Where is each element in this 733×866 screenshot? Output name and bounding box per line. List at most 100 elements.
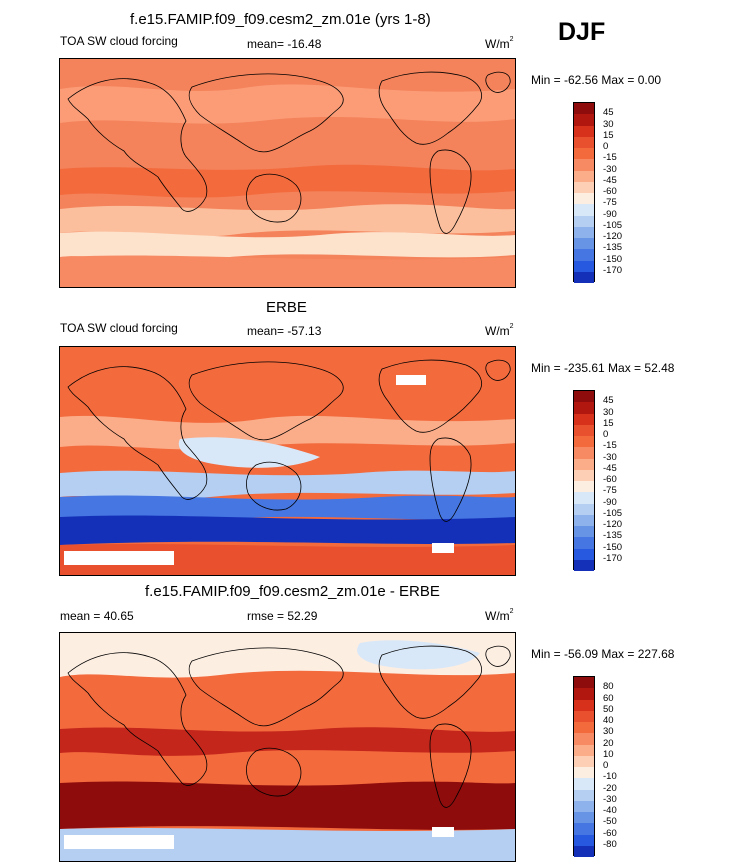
panel1-field-band-antarctic [60,255,515,287]
colorbar-panel3-swatch [574,710,594,722]
colorbar-panel2-tick-label: -170 [603,552,623,564]
colorbar-panel3-swatch [574,767,594,779]
colorbar-panel2-tick-label: -150 [603,541,623,553]
colorbar-panel3-tick-label: 80 [603,681,614,693]
colorbar-panel3-swatch [574,812,594,824]
colorbar-panel3-swatch [574,800,594,812]
colorbar-panel1-swatch [574,204,594,216]
colorbar-panel1-tick-label: 30 [603,118,614,130]
colorbar-panel2-swatch [574,492,594,504]
colorbar-panel1-tick-label: -30 [603,163,617,175]
panel3-coast-australia [246,747,302,797]
panel3-coast-europe-africa [67,652,208,786]
colorbar-panel2-swatch [574,559,594,571]
colorbar-panel1-tick-label: 45 [603,107,614,119]
colorbar-panel1-tick-label: -75 [603,197,617,209]
panel2-missing-data-1 [64,551,174,565]
panel3-minmax: Min = -56.09 Max = 227.68 [531,647,675,661]
colorbar-panel2-swatch [574,447,594,459]
panel2-variable-label: TOA SW cloud forcing [60,321,178,335]
colorbar-panel2-tick-label: -120 [603,519,623,530]
colorbar-panel1-tick-label: 0 [603,141,609,152]
colorbar-panel3-tick-label: -60 [603,827,617,839]
panel3-field-band-tropics [60,727,515,756]
panel3-coast-asia [188,647,344,727]
colorbar-panel1-swatch [574,148,594,160]
colorbar-panel1-swatch [574,249,594,261]
colorbar-panel3-swatch [574,688,594,700]
colorbar-panel2-swatches [573,390,595,571]
colorbar-panel1-swatch [574,114,594,126]
colorbar-panel2-swatch [574,391,594,403]
colorbar-panel3-tick-label: 40 [603,715,614,726]
panel1-coast-europe-africa [67,78,208,212]
colorbar-panel1-tick-label: -150 [603,253,623,265]
colorbar-panel2-tick-label: 0 [603,429,609,440]
colorbar-panel3-tick-label: 0 [603,760,609,771]
panel3-rmse-label: rmse = 52.29 [247,609,318,623]
colorbar-panel3-tick-label: 50 [603,703,614,715]
colorbar-panel2-tick-label: -15 [603,440,617,452]
colorbar-panel3-swatch [574,789,594,801]
panel2-map-svg [60,347,515,575]
colorbar-panel2-swatch [574,402,594,414]
colorbar-panel2-tick-label: -60 [603,474,617,485]
colorbar-panel2-swatch [574,514,594,526]
panel2-units: W/m2 [485,323,514,338]
colorbar-panel2-tick-label: 30 [603,406,614,418]
panel2-coastlines [67,359,511,522]
colorbar-panel1-tick-label: -170 [603,264,623,276]
panel3-field-band-southern-ocean [60,781,515,830]
colorbar-panel1-swatch [574,181,594,193]
colorbar-panel2-tick-label: -75 [603,485,617,497]
colorbar-panel1-swatch [574,215,594,227]
panel3-coast-south-america [429,723,472,808]
colorbar-panel3-swatch [574,744,594,756]
panel3-coastlines [67,645,511,808]
colorbar-panel3-swatch [574,834,594,846]
colorbar-panel1-swatch [574,136,594,148]
colorbar-panel2-swatch [574,469,594,481]
panel1-coast-north-america [378,71,482,145]
panel2-coast-greenland [485,359,511,381]
panel3-missing-data-1 [64,835,174,849]
panel2-field-band-midlat [60,470,515,499]
colorbar-panel1-tick-label: -60 [603,186,617,197]
colorbar-panel2-tick-label: -105 [603,507,623,519]
panel2-field-band-southern-ocean [60,515,515,545]
panel2-coast-asia [188,361,344,441]
colorbar-panel1-swatches [573,102,595,283]
colorbar-panel2-swatch [574,526,594,538]
colorbar-panel3-swatch [574,677,594,689]
panel1-coast-asia [188,73,344,153]
colorbar-panel3-tick-label: -50 [603,816,617,828]
panel1-field-band-southern-ocean [60,231,515,261]
colorbar-panel2-swatch [574,503,594,515]
colorbar-panel2-tick-label: -135 [603,530,623,542]
panel1-field-band-itcz [60,164,515,198]
colorbar-panel1-tick-label: -45 [603,174,617,186]
colorbar-panel3-swatch [574,722,594,734]
panel2-mean-label: mean= -57.13 [247,324,322,338]
season-label: DJF [558,18,606,46]
panel2-coast-south-america [429,437,472,522]
colorbar-panel2-swatch [574,481,594,493]
colorbar-panel3-tick-label: 20 [603,737,614,749]
panel2-coast-north-america [378,359,482,433]
colorbar-panel2-swatch [574,424,594,436]
colorbar-panel2-swatch [574,537,594,549]
colorbar-panel1-tick-label: -105 [603,219,623,231]
panel3-mean-label: mean = 40.65 [60,609,134,623]
colorbar-panel1-tick-label: -90 [603,208,617,220]
panel1-title: f.e15.FAMIP.f09_f09.cesm2_zm.01e (yrs 1-… [130,11,431,28]
panel1-coast-greenland [485,71,511,93]
colorbar-panel1-swatch [574,260,594,272]
panel1-variable-label: TOA SW cloud forcing [60,34,178,48]
colorbar-panel1-swatch [574,193,594,205]
panel2-title: ERBE [266,299,307,316]
panel2-field-band-tropics [60,415,515,450]
colorbar-panel1-swatch [574,170,594,182]
panel3-coast-greenland [485,645,511,667]
colorbar-panel2-swatch [574,436,594,448]
panel1-minmax: Min = -62.56 Max = 0.00 [531,73,662,87]
